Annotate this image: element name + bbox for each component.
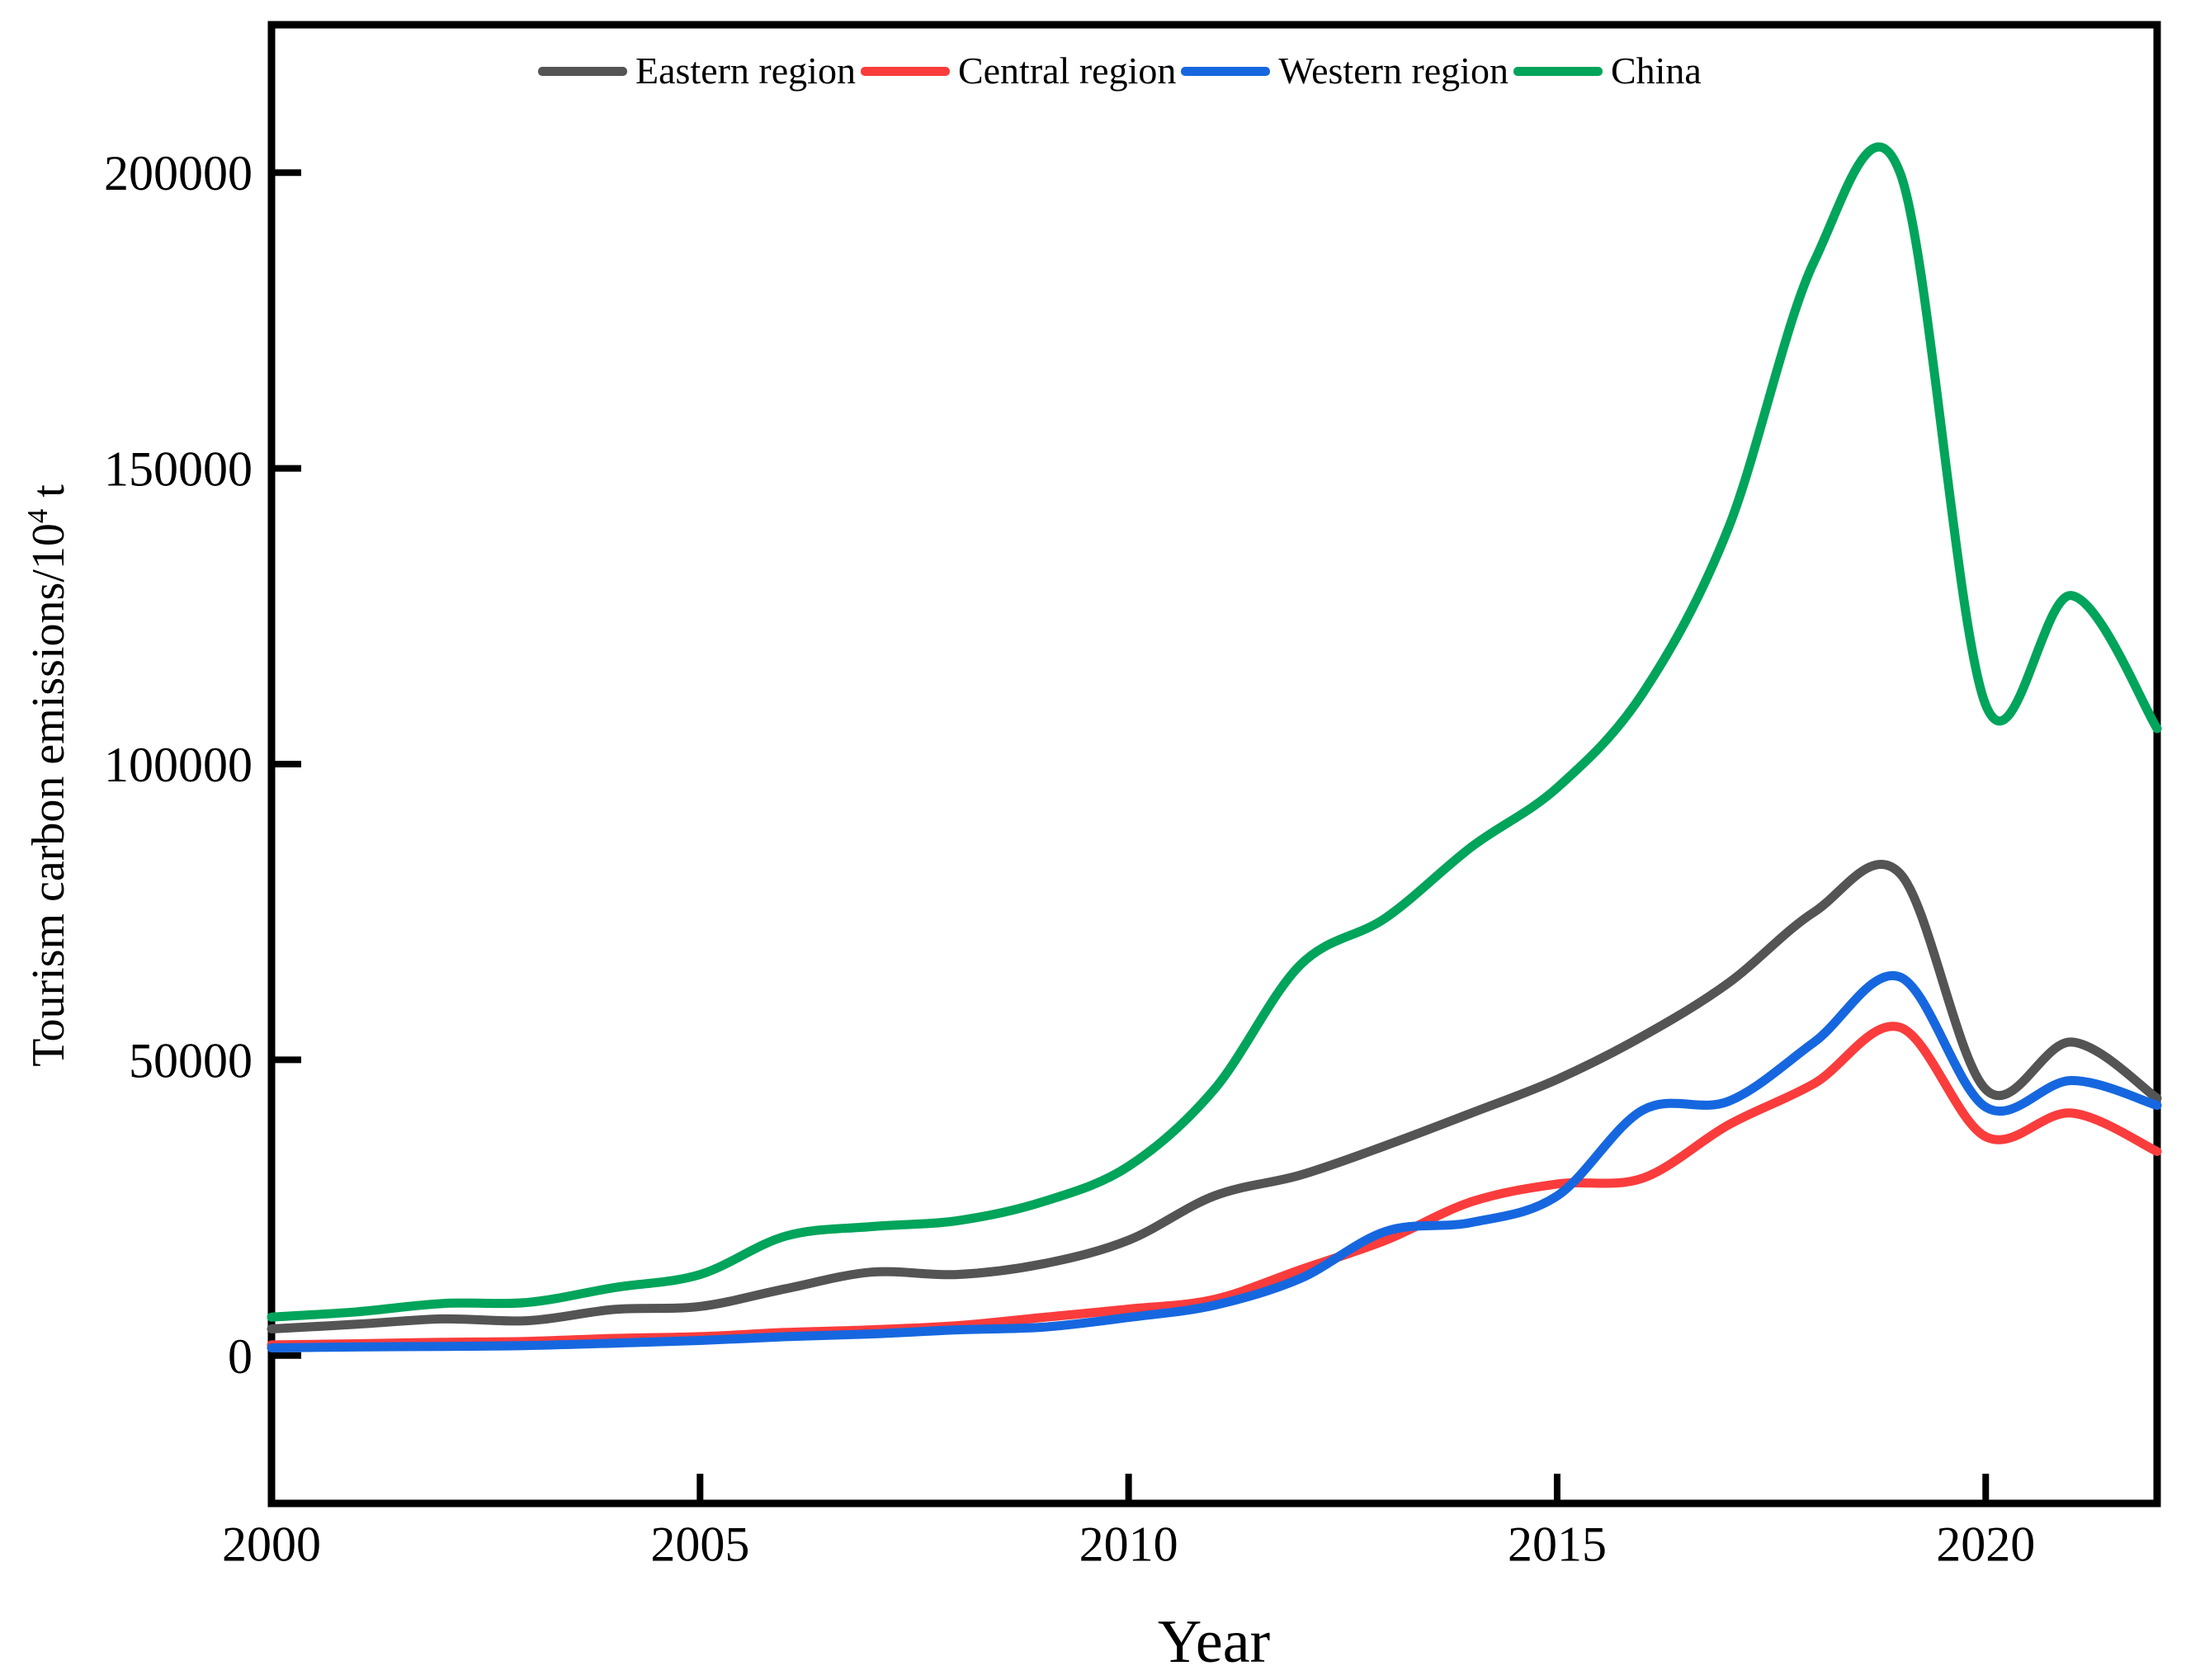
- legend-line-swatch: [1513, 66, 1603, 76]
- y-axis-tick-label: 50000: [129, 1033, 253, 1088]
- legend-item-central-region: Central region: [860, 50, 1177, 92]
- legend-item-china: China: [1513, 52, 1702, 90]
- y-axis-tick-label: 150000: [104, 442, 253, 497]
- legend-label: China: [1610, 50, 1702, 92]
- x-axis-tick-label: 2020: [1936, 1517, 2035, 1571]
- x-axis-tick-label: 2005: [650, 1517, 749, 1571]
- y-axis-tick-label: 200000: [104, 146, 253, 201]
- legend-item-eastern-region: Eastern region: [538, 52, 856, 90]
- legend: Eastern region Central region Western regi…: [538, 48, 1707, 94]
- x-axis-tick-label: 2015: [1508, 1517, 1607, 1571]
- plot-frame: [267, 21, 2161, 1508]
- x-axis-title: Year: [1157, 1608, 1271, 1676]
- y-axis-title-text: Tourism carbon emissions/10: [22, 523, 74, 1067]
- series-line-china: [267, 142, 2162, 1322]
- series-lines: [267, 142, 2162, 1352]
- series-line-western-region: [267, 970, 2162, 1352]
- y-axis-title: Tourism carbon emissions/104 t: [21, 484, 74, 1067]
- legend-line-swatch: [1181, 66, 1271, 76]
- legend-label: Western region: [1278, 50, 1508, 92]
- y-axis-title-unit: t: [22, 484, 74, 509]
- series-line-eastern-region: [267, 860, 2162, 1333]
- y-axis-tick-label: 0: [228, 1329, 253, 1384]
- legend-label: Central region: [957, 50, 1177, 92]
- x-axis-tick-label: 2000: [222, 1517, 321, 1571]
- legend-line-swatch: [538, 66, 627, 76]
- legend-line-swatch: [860, 66, 950, 76]
- x-axis-tick-label: 2010: [1079, 1517, 1178, 1571]
- series-line-central-region: [267, 1022, 2162, 1350]
- y-axis-title-superscript: 4: [21, 508, 54, 524]
- legend-item-western-region: Western region: [1181, 52, 1508, 90]
- y-axis-tick-label: 100000: [104, 738, 253, 792]
- legend-label: Eastern region: [635, 50, 856, 92]
- axis-tick-labels: 2000 2005 2010 2015 2020 0 50000 100000 150000 20…: [104, 146, 2035, 1571]
- axis-ticks: [268, 169, 1990, 1500]
